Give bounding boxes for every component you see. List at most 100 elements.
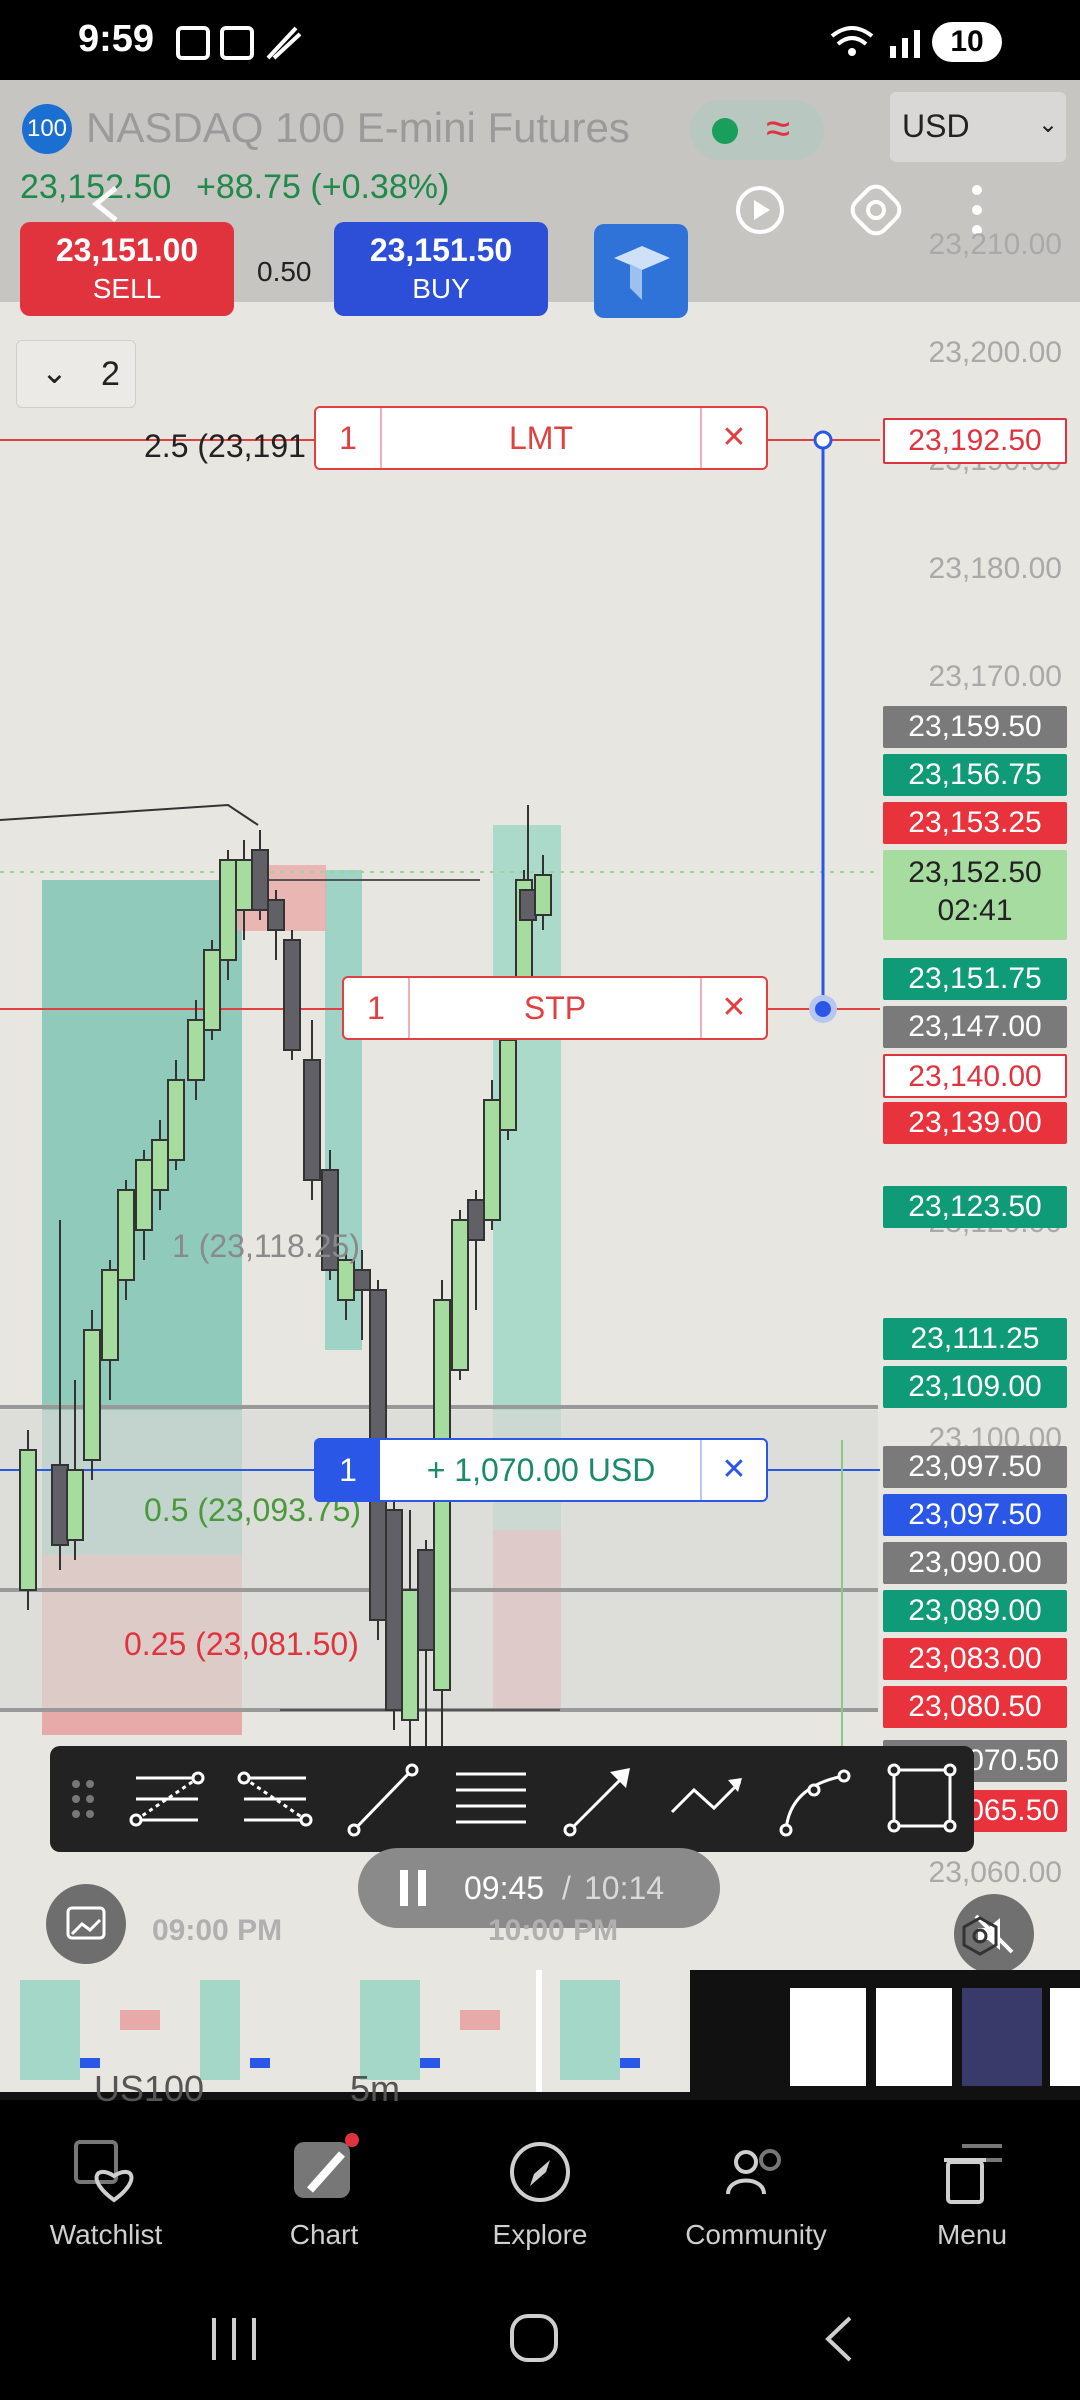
video-total-time: 10:14 (584, 1870, 665, 1906)
video-frame-thumb (962, 1988, 1042, 2086)
price-tag: 23,097.50 (883, 1494, 1067, 1536)
price-tag: 23,109.00 (883, 1366, 1067, 1408)
chevron-down-icon: ⌄ (41, 354, 68, 390)
limit-order-bar[interactable]: 1 LMT ✕ (314, 406, 768, 470)
spread-value: 0.50 (257, 256, 312, 287)
nav-explore[interactable]: Explore (450, 2120, 630, 2270)
system-nav-bar (0, 2270, 1080, 2400)
sell-label: SELL (92, 273, 162, 304)
axis-label: 23,180.00 (928, 552, 1062, 585)
curve-tool[interactable] (770, 1746, 860, 1852)
position-bar[interactable]: 1 + 1,070.00 USD ✕ (314, 1438, 768, 1502)
replay-icon[interactable] (730, 180, 790, 240)
fib-extension-tool[interactable] (230, 1746, 320, 1852)
price-tag: 23,089.00 (883, 1590, 1067, 1632)
layers-toggle[interactable]: ⌄ 2 (16, 340, 136, 408)
sell-price: 23,151.00 (55, 232, 199, 268)
path-tool[interactable] (662, 1746, 752, 1852)
time-axis-label: 09:00 PM (152, 1914, 283, 1947)
bottom-nav: Watchlist Chart Explore Community Menu (0, 2120, 1080, 2270)
market-open-dot (712, 118, 738, 144)
community-people-icon (726, 2149, 781, 2195)
price-tag: 23,123.50 (883, 1186, 1067, 1228)
trend-line-tool[interactable] (338, 1746, 428, 1852)
price-tag: 23,151.75 (883, 958, 1067, 1000)
fib-retracement-tool[interactable] (122, 1746, 212, 1852)
currency-select[interactable]: USD ⌄ (890, 92, 1066, 162)
chart-area[interactable]: 100 NASDAQ 100 E-mini Futures ≈ USD ⌄ 23… (0, 80, 1080, 1970)
symbol-name[interactable]: NASDAQ 100 E-mini Futures (86, 104, 630, 151)
nav-menu[interactable]: Menu (882, 2120, 1062, 2270)
settings-hex-icon[interactable] (958, 1914, 1002, 1958)
order-handle-top (813, 430, 833, 450)
ghost-symbol-text: US100 (94, 2068, 205, 2109)
screenshot-button[interactable] (46, 1884, 126, 1964)
menu-trash-icon (944, 2144, 1002, 2204)
chevron-down-icon: ⌄ (1038, 111, 1059, 138)
more-options-icon[interactable] (962, 180, 992, 240)
market-status-pill[interactable]: ≈ (690, 100, 824, 160)
nav-watchlist[interactable]: Watchlist (16, 2120, 196, 2270)
rectangle-tool[interactable] (878, 1746, 968, 1852)
symbol-badge: 100 (22, 104, 72, 154)
last-price-value: 23,152.50 (908, 856, 1042, 889)
last-price-tag: 23,152.50 02:41 (883, 850, 1067, 940)
path-icon (670, 1778, 742, 1814)
video-time-pill[interactable]: 09:45 / 10:14 (358, 1848, 720, 1928)
limit-order-qty: 1 (316, 408, 382, 468)
nav-label: Chart (289, 2219, 359, 2250)
nav-label: Watchlist (49, 2219, 163, 2250)
nav-community[interactable]: Community (666, 2120, 846, 2270)
axis-label: 23,170.00 (928, 660, 1062, 693)
nav-chart[interactable]: Chart (234, 2120, 414, 2270)
drawing-toolbar (50, 1746, 974, 1852)
price-tag: 23,139.00 (883, 1102, 1067, 1144)
symbol-change: +88.75 (+0.38%) (196, 168, 450, 206)
stop-order-bar[interactable]: 1 STP ✕ (342, 976, 768, 1040)
close-icon[interactable]: ✕ (700, 978, 766, 1038)
broker-button[interactable] (594, 224, 688, 318)
video-scrub-strip[interactable]: US100 5m (0, 1970, 1080, 2109)
home-icon[interactable] (508, 2312, 562, 2366)
back-arrow-icon[interactable] (86, 184, 126, 224)
screenshot-icon (66, 1906, 106, 1940)
video-frame-thumb (700, 1970, 780, 2092)
back-icon[interactable] (820, 2314, 860, 2364)
scrub-playhead[interactable] (536, 1970, 542, 2092)
nav-label: Community (685, 2219, 827, 2250)
arrow-tool[interactable] (554, 1746, 644, 1852)
recent-apps-icon[interactable] (204, 2314, 264, 2364)
status-time: 9:59 (78, 18, 155, 60)
position-qty: 1 (316, 1440, 380, 1500)
status-bar: 9:59 10 (0, 0, 1080, 80)
limit-order-label: LMT (509, 420, 573, 456)
buy-button[interactable]: 23,151.50 BUY (334, 222, 548, 316)
curve-icon (779, 1769, 851, 1837)
stop-order-qty: 1 (344, 978, 410, 1038)
pause-icon[interactable] (396, 1870, 430, 1906)
price-tag: 23,159.50 (883, 706, 1067, 748)
sell-button[interactable]: 23,151.00 SELL (20, 222, 234, 316)
horizontal-lines-tool[interactable] (446, 1746, 536, 1852)
fib-label-1: 1 (23,118.25) (172, 1228, 360, 1264)
axis-label: 23,060.00 (928, 1856, 1062, 1889)
rectangle-icon (887, 1763, 957, 1833)
buy-price: 23,151.50 (369, 232, 513, 268)
video-frames-played (0, 1970, 690, 2092)
layers-count: 2 (101, 355, 120, 393)
delayed-data-icon: ≈ (766, 104, 791, 153)
close-icon[interactable]: ✕ (700, 1440, 766, 1500)
fib-retracement-icon (129, 1771, 205, 1827)
axis-label: 23,210.00 (928, 228, 1062, 261)
symbol-price: 23,152.50 (20, 168, 172, 206)
close-icon[interactable]: ✕ (700, 408, 766, 468)
compass-icon (510, 2142, 570, 2202)
status-notification-icons (176, 26, 302, 60)
broker-logo-icon (614, 246, 670, 300)
price-tag: 23,147.00 (883, 1006, 1067, 1048)
bar-countdown: 02:41 (937, 894, 1013, 927)
fib-label-2-5: 2.5 (23,191 (144, 428, 306, 464)
price-tag: 23,153.25 (883, 802, 1067, 844)
drag-handle-icon[interactable] (68, 1776, 98, 1822)
sync-icon[interactable] (846, 180, 906, 240)
